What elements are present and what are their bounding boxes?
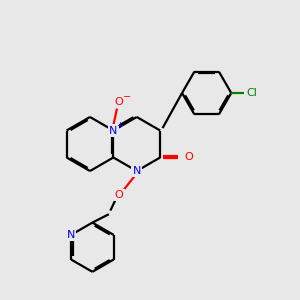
Text: O: O	[114, 97, 123, 107]
Text: N: N	[133, 166, 141, 176]
Text: −: −	[122, 92, 130, 102]
Text: Cl: Cl	[246, 88, 257, 98]
Text: N: N	[109, 125, 118, 136]
Text: O: O	[115, 190, 123, 200]
Text: +: +	[116, 121, 123, 130]
Text: N: N	[67, 230, 75, 240]
Text: O: O	[184, 152, 193, 163]
